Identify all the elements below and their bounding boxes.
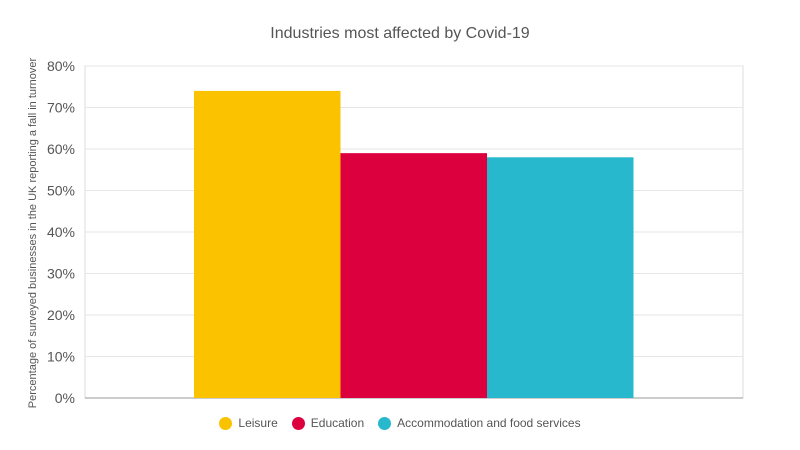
y-tick-label: 60% <box>47 141 75 157</box>
y-tick-label: 0% <box>55 390 75 406</box>
y-tick-label: 30% <box>47 266 75 282</box>
y-tick-label: 20% <box>47 307 75 323</box>
legend: Leisure Education Accommodation and food s… <box>0 416 800 430</box>
legend-marker <box>378 416 392 430</box>
chart-title: Industries most affected by Covid-19 <box>270 25 530 42</box>
legend-label: Accommodation and food services <box>397 416 581 430</box>
bar-leisure[interactable] <box>194 90 341 399</box>
bar-accommodation-and-food-services[interactable] <box>487 157 634 398</box>
y-tick-label: 10% <box>47 349 75 365</box>
legend-marker <box>219 416 233 430</box>
legend-marker <box>291 416 305 430</box>
legend-label: Education <box>310 416 365 430</box>
y-tick-label: 50% <box>47 183 75 199</box>
y-tick-label: 40% <box>47 224 75 240</box>
legend-item[interactable]: Education <box>291 416 365 430</box>
legend-label: Leisure <box>238 416 278 430</box>
y-tick-label: 80% <box>47 58 75 74</box>
y-axis-label: Percentage of surveyed businesses in the… <box>27 57 39 408</box>
bar-education[interactable] <box>340 153 488 398</box>
y-tick-label: 70% <box>47 100 75 116</box>
legend-item[interactable]: Leisure <box>219 416 278 430</box>
legend-item[interactable]: Accommodation and food services <box>378 416 581 430</box>
